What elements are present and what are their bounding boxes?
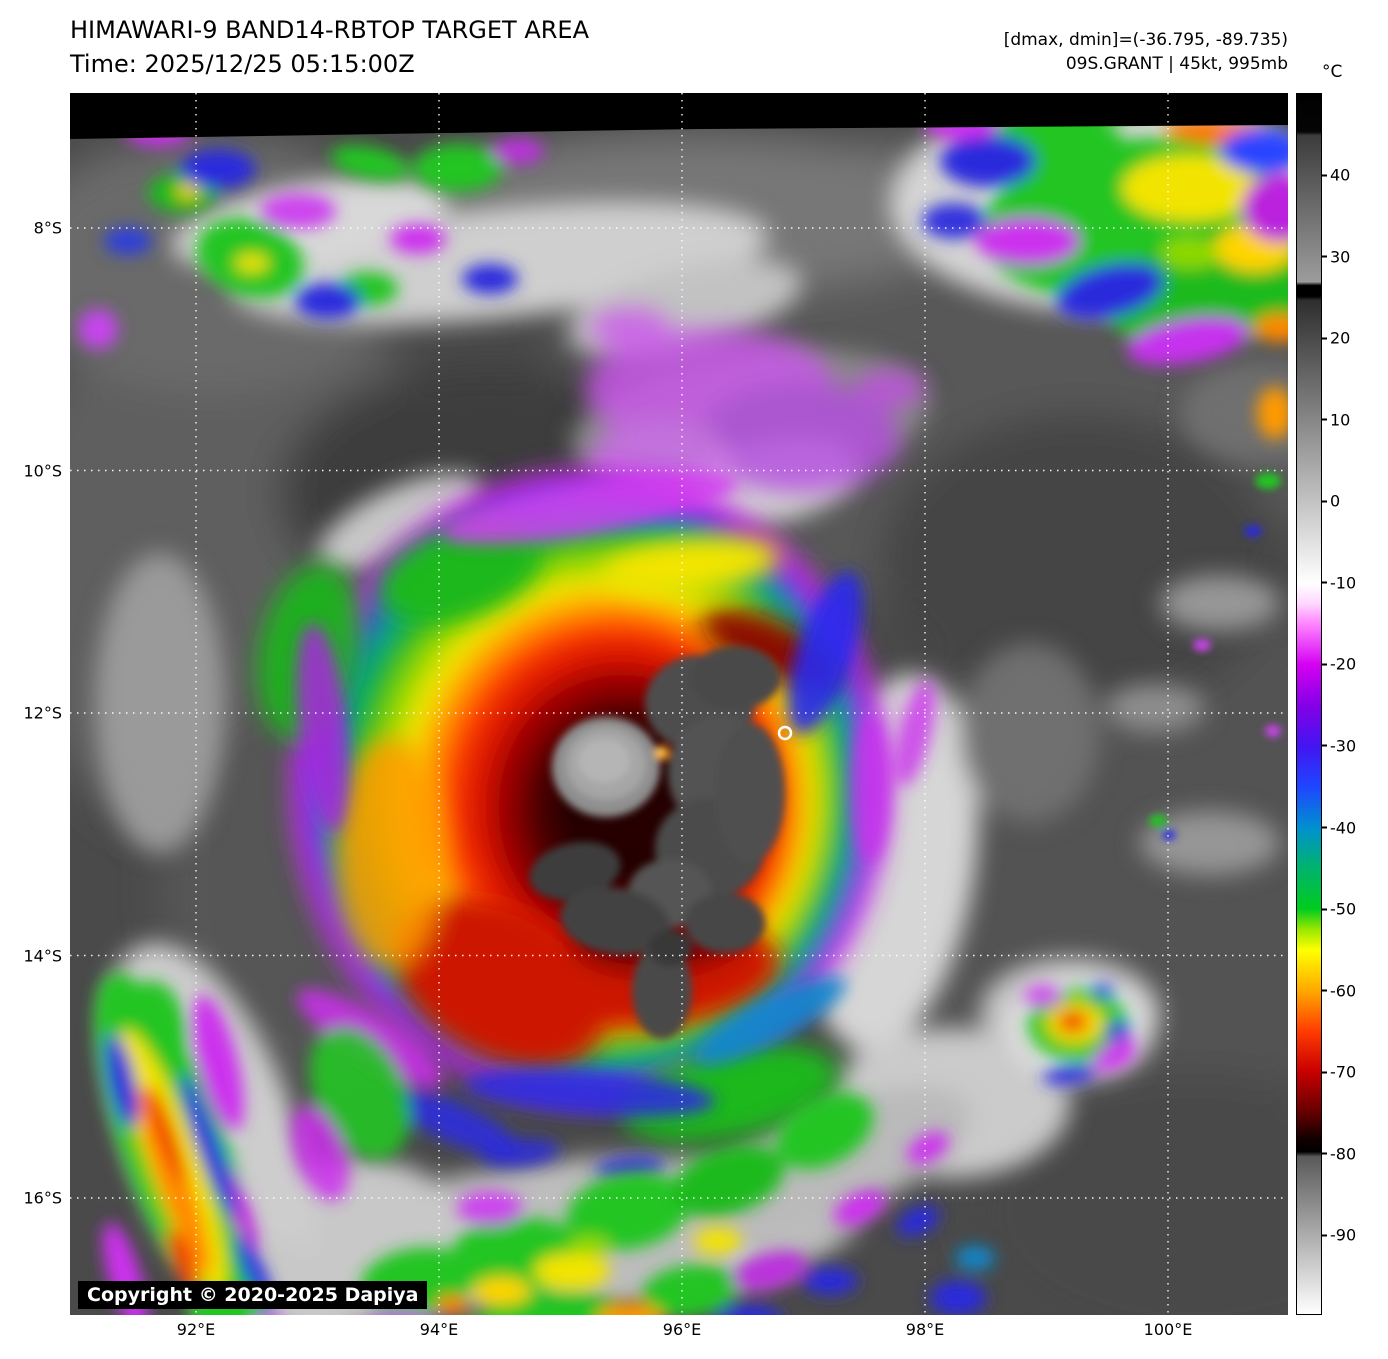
colorbar <box>1296 93 1322 1315</box>
lon-tick-label: 96°E <box>662 1320 702 1339</box>
colorbar-tick-label: -90 <box>1320 1225 1357 1245</box>
convection-top-left <box>78 112 544 349</box>
colorbar-tick-label: -70 <box>1320 1062 1357 1082</box>
lon-tick-label: 94°E <box>419 1320 459 1339</box>
lat-tick-label: 10°S <box>23 461 62 480</box>
dmax-dmin-readout: [dmax, dmin]=(-36.795, -89.735) <box>1003 30 1288 50</box>
scan-gap-strip <box>70 93 1288 139</box>
lat-tick-label: 16°S <box>23 1188 62 1208</box>
warm-spot-marker <box>777 725 793 741</box>
cyclone-warm-eye-region <box>529 646 785 1039</box>
lon-axis-labels: 92°E 94°E 96°E 98°E 100°E <box>70 1320 1288 1352</box>
lon-tick-label: 98°E <box>905 1320 945 1339</box>
colorbar-tick-label: -10 <box>1320 573 1357 593</box>
copyright-badge: Copyright © 2020-2025 Dapiya <box>78 1281 428 1309</box>
colorbar-tick-label: 0 <box>1320 491 1341 511</box>
lat-tick-label: 12°S <box>23 703 62 723</box>
storm-info-readout: 09S.GRANT | 45kt, 995mb <box>1065 54 1288 74</box>
small-specks <box>1149 473 1281 840</box>
isolated-cell-right <box>1024 984 1137 1085</box>
satellite-imagery-svg <box>70 93 1288 1315</box>
colorbar-tick-label: -40 <box>1320 818 1357 838</box>
colorbar-tick-label: -20 <box>1320 654 1357 674</box>
colorbar-tick-label: 10 <box>1320 410 1351 430</box>
lat-axis-labels: 8°S 10°S 12°S 14°S 16°S <box>0 0 66 1359</box>
colorbar-tick-label: 20 <box>1320 328 1351 348</box>
figure-title: HIMAWARI-9 BAND14-RBTOP TARGET AREA <box>70 16 590 44</box>
map-gridlines <box>70 93 1288 1315</box>
spiral-band-bottom <box>360 1092 995 1315</box>
colorbar-tick-label: -50 <box>1320 899 1357 919</box>
lat-tick-label: 8°S <box>33 218 62 238</box>
figure-timestamp: Time: 2025/12/25 05:15:00Z <box>70 50 415 78</box>
colorbar-tick-label: -30 <box>1320 736 1357 756</box>
satellite-image <box>70 93 1288 1315</box>
lat-tick-label: 14°S <box>23 946 62 965</box>
colorbar-gradient <box>1297 94 1321 1314</box>
colorbar-tick-label: 30 <box>1320 247 1351 267</box>
colorbar-tick-label: -60 <box>1320 981 1357 1001</box>
colorbar-unit-label: °C <box>1322 62 1343 82</box>
lon-tick-label: 100°E <box>1143 1320 1193 1339</box>
colorbar-tick-label: 40 <box>1320 165 1351 185</box>
colorbar-tick-label: -80 <box>1320 1144 1357 1164</box>
lon-tick-label: 92°E <box>176 1320 216 1339</box>
